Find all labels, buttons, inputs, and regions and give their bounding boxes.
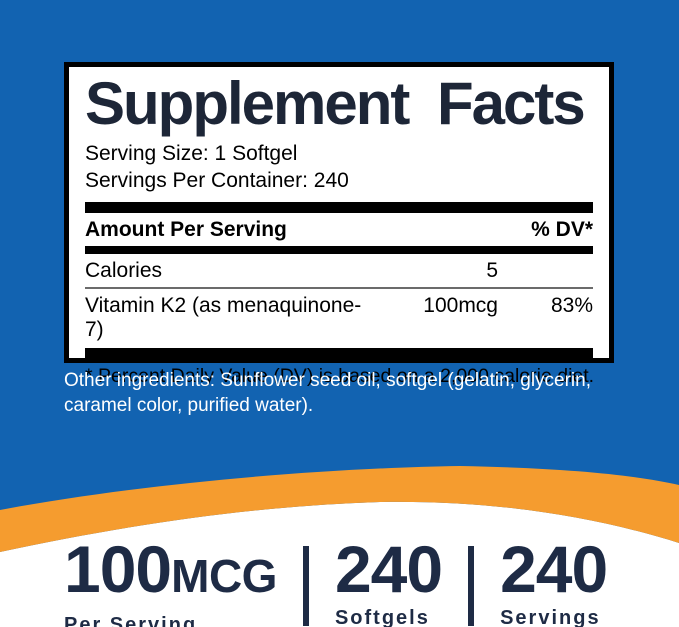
stat-divider — [302, 546, 309, 626]
stats-strip: 100 MCG Per Serving 240 Softgels 240 Ser… — [64, 532, 608, 627]
stat-divider — [468, 546, 475, 626]
stat-softgels-value: 240 — [334, 532, 443, 606]
orange-swoosh-graphic — [0, 466, 679, 627]
table-row-calories: Calories 5 — [85, 254, 593, 289]
nutrient-dv: 83% — [550, 293, 593, 317]
other-ingredients-text: Other ingredients: Sunflower seed oil, s… — [64, 370, 591, 417]
dv-footnote: * Percent Daily Value (DV) is based on a… — [85, 364, 595, 387]
nutrient-amount: 5 — [486, 258, 498, 282]
thick-rule-bottom — [85, 347, 593, 359]
stat-softgels: 240 Softgels — [334, 532, 443, 627]
stat-dose-value: 100 — [64, 532, 172, 606]
percent-dv-header: % DV* — [531, 217, 593, 241]
amount-per-serving-header: Amount Per Serving — [85, 217, 287, 241]
stat-dose: 100 MCG Per Serving — [64, 532, 277, 627]
supplement-facts-title: Supplement Facts — [85, 70, 586, 137]
serving-size: Serving Size: 1 Softgel — [85, 142, 298, 165]
stat-servings-value: 240 — [500, 532, 608, 606]
supplement-facts-panel: Supplement Facts Serving Size: 1 Softgel… — [64, 62, 614, 387]
stat-dose-unit: MCG — [171, 550, 277, 602]
table-header-row: Amount Per Serving % DV* — [85, 213, 593, 246]
stat-dose-label: Per Serving — [64, 614, 198, 627]
stat-servings-value-row: 240 — [500, 532, 608, 606]
stat-dose-value-row: 100 MCG — [64, 532, 277, 606]
nutrient-amount: 100mcg — [423, 293, 498, 317]
white-bottom-area — [0, 501, 679, 627]
nutrient-name: Vitamin K2 (as menaquinone-7) — [85, 293, 362, 341]
stat-softgels-value-row: 240 — [334, 532, 443, 606]
nutrient-name: Calories — [85, 258, 163, 282]
servings-per-container: Servings Per Container: 240 — [85, 169, 349, 193]
stat-servings: 240 Servings — [500, 532, 608, 627]
thick-rule-top — [85, 201, 593, 213]
orange-brush-stroke — [0, 466, 679, 552]
stat-servings-label: Servings — [500, 607, 601, 627]
table-row-vitamin-k2: Vitamin K2 (as menaquinone-7) 100mcg 83% — [85, 289, 593, 346]
medium-rule — [85, 245, 593, 254]
stat-softgels-label: Softgels — [334, 607, 430, 627]
